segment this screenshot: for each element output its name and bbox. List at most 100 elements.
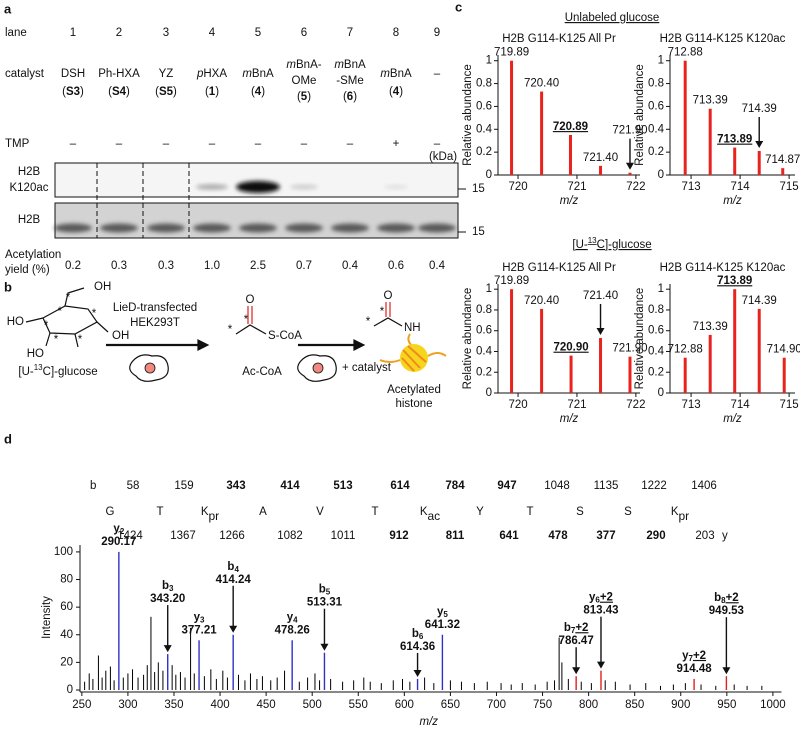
b-ion-mass: 1135	[594, 480, 619, 492]
panel-label: d	[4, 431, 12, 446]
bar-label: 721.40	[583, 152, 618, 164]
row-label: TMP	[5, 138, 30, 150]
b-ion-mass: 947	[497, 480, 516, 492]
bar-label: 712.88	[668, 47, 703, 59]
bar-label: 713.89	[717, 134, 752, 146]
marker-label: 15	[472, 226, 485, 238]
amino-acid: G	[106, 506, 115, 518]
y-tick-label: 0.4	[476, 123, 493, 135]
ion-type: y	[437, 606, 444, 618]
y-axis-label: Relative abundance	[634, 288, 646, 390]
text: C]-glucose	[597, 239, 652, 251]
nucleus	[144, 362, 156, 374]
yield-value: 0.3	[158, 260, 174, 272]
x-tick-label: 300	[118, 699, 137, 711]
tmp-sign: –	[116, 138, 123, 150]
catalyst-name: mBnA	[334, 59, 366, 71]
ion-index: 7	[571, 626, 576, 635]
ion-index: 3	[200, 615, 205, 624]
ion-label: y7+2	[682, 650, 706, 663]
catalyst-prefix: m	[380, 68, 390, 80]
gel-band	[331, 223, 369, 233]
compound-label: Acetylated	[387, 384, 441, 396]
catalyst-rest: BnA-	[296, 59, 322, 71]
ion-mass: 641.32	[425, 619, 460, 631]
ion-index: 2	[120, 527, 125, 536]
y-tick-label: 0.4	[648, 123, 665, 135]
x-tick-label: 721	[567, 181, 586, 193]
bar	[708, 108, 712, 175]
histone-tail	[379, 352, 447, 363]
bar	[569, 355, 573, 393]
amino-acid: S	[576, 506, 584, 518]
label-asterisk: *	[66, 292, 71, 304]
gel-band	[54, 223, 92, 233]
tmp-sign: –	[255, 138, 262, 150]
y-tick-label: 0.8	[648, 78, 664, 90]
amino-acid: K	[201, 506, 209, 518]
chart-title: H2B G114-K125 K120ac	[660, 262, 786, 274]
yield-value: 0.2	[65, 260, 81, 272]
atom-label: O	[246, 294, 255, 306]
lane-number: 7	[347, 27, 353, 39]
panel-b-drawing	[25, 287, 447, 382]
label-asterisk: *	[54, 334, 59, 346]
ion-label: b4	[227, 561, 239, 574]
bond	[64, 287, 85, 307]
y-tick-label: 0.6	[476, 325, 492, 337]
bar-label: 720.40	[524, 295, 559, 307]
compound-label: Ac-CoA	[242, 366, 282, 378]
y-tick-label: 20	[60, 656, 73, 668]
y-ion-mass: 478	[548, 530, 568, 542]
row-label: H2B	[18, 166, 41, 178]
ion-type: b	[162, 580, 169, 592]
b-ion-mass: 1048	[544, 480, 570, 492]
x-tick-label: 722	[626, 181, 645, 193]
residue: G	[106, 506, 115, 518]
row-label: lane	[5, 27, 27, 39]
paren: (	[108, 86, 112, 98]
ion-index: 5	[443, 610, 448, 619]
section-heading: Unlabeled glucose	[565, 12, 660, 24]
y-ion-mass: 290	[646, 530, 665, 542]
catalyst-rest: BnA	[252, 68, 274, 80]
bar-label: 721.40	[583, 290, 618, 302]
bond	[45, 332, 51, 347]
bar	[599, 337, 603, 393]
y-tick-label: 0.2	[476, 146, 492, 158]
amino-acid: A	[259, 506, 267, 518]
tmp-sign: –	[301, 138, 308, 150]
bar-label: 721.90	[612, 125, 647, 137]
code: S3	[66, 86, 80, 98]
text: [U-	[572, 239, 588, 251]
y-tick-label: 0	[658, 387, 664, 399]
yield-value: 0.4	[429, 260, 446, 272]
chart-title: H2B G114-K125 K120ac	[660, 33, 786, 45]
bar-label: 714.39	[742, 103, 777, 115]
y-tick-label: 1	[658, 55, 664, 67]
ion-index: 6	[595, 596, 600, 605]
y-tick-label: 1	[486, 55, 492, 67]
catalyst-code: (5)	[297, 91, 311, 103]
gel-band	[236, 181, 280, 193]
ion-charge: +2	[575, 622, 588, 634]
ion-index: 8	[721, 596, 726, 605]
superscript: 13	[588, 236, 597, 245]
b-ion-mass: 414	[280, 480, 300, 492]
y-tick-label: 0.6	[648, 325, 664, 337]
yield-value: 0.7	[296, 260, 312, 272]
bond	[96, 321, 109, 333]
lane-number: 8	[393, 27, 399, 39]
atom-label: OH	[94, 281, 111, 293]
amino-acid: T	[526, 506, 533, 518]
x-tick-label: 550	[349, 699, 368, 711]
bar-label: 714.87	[765, 154, 800, 166]
x-tick-label: 350	[164, 699, 183, 711]
ion-label: b8+2	[714, 592, 739, 605]
lane-number: 3	[163, 27, 169, 39]
row-label: yield (%)	[5, 264, 50, 276]
row-label: Acetylation	[5, 249, 61, 261]
ion-mass: 290.17	[101, 536, 136, 548]
tmp-sign: –	[163, 138, 170, 150]
ion-label: b5	[319, 584, 331, 597]
